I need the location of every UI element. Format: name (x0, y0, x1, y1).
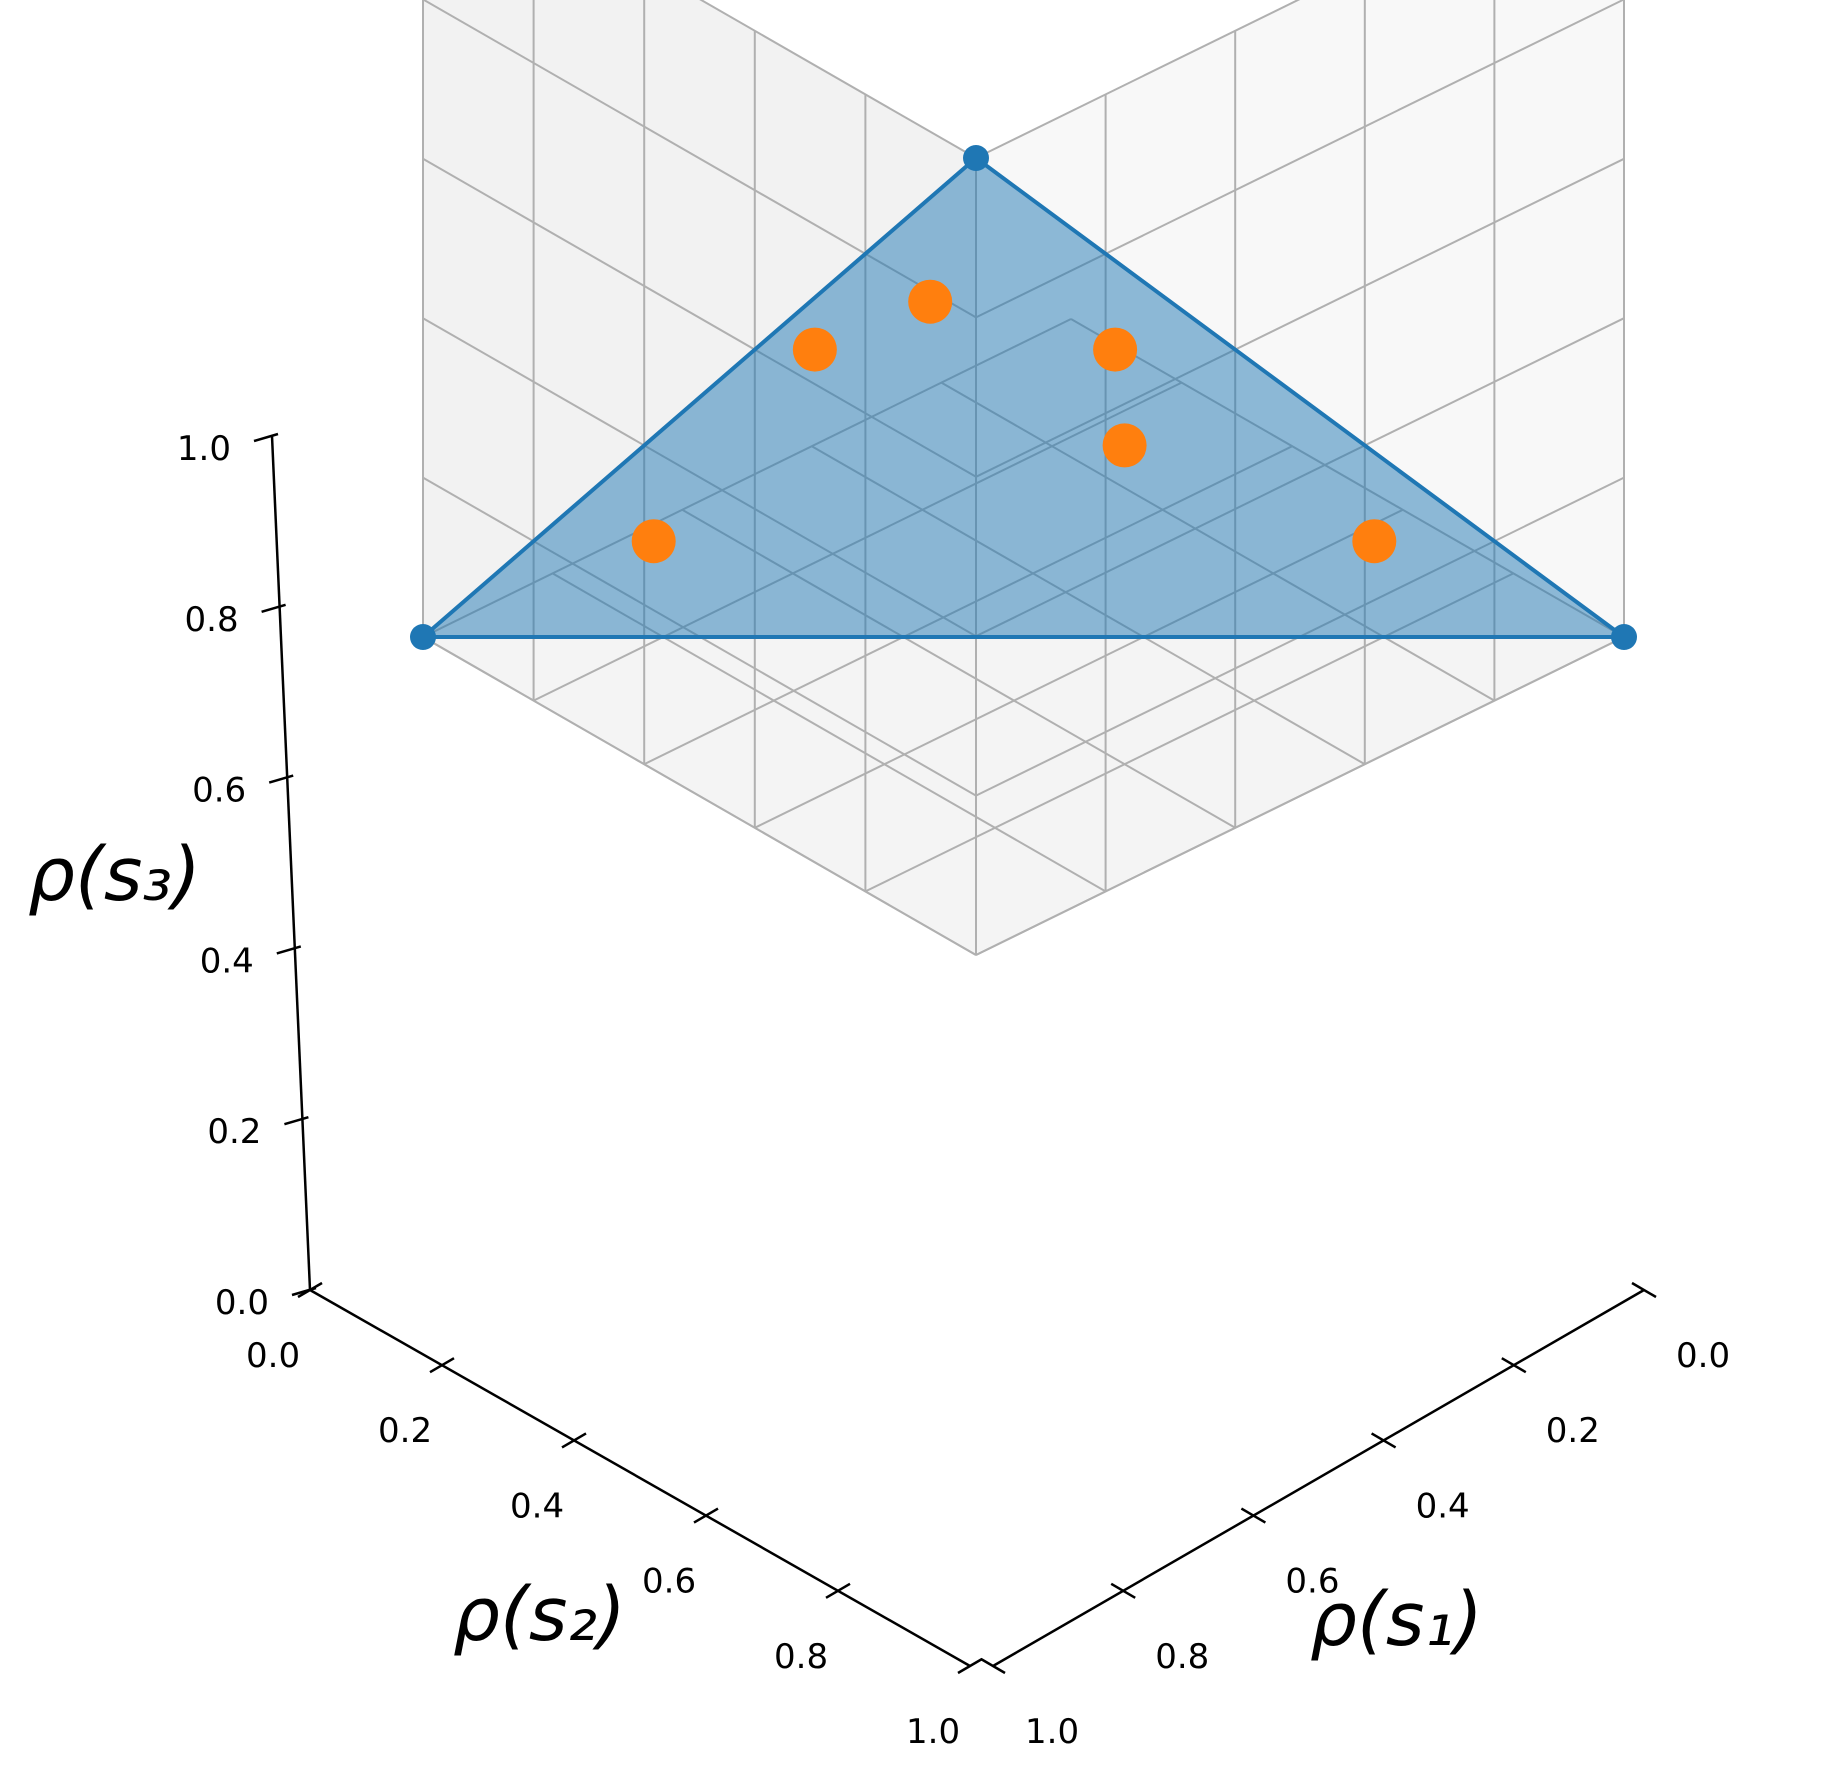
simplex-triangle (410, 145, 1637, 650)
z-axis-tick-label: 1.0 (177, 429, 231, 469)
z-axis-tick (261, 603, 286, 613)
y-axis-label: ρ(s₂) (453, 1572, 626, 1658)
simplex-vertex-marker (1611, 624, 1637, 650)
x-axis-tick-label: 0.8 (1155, 1637, 1209, 1677)
grid-line-right-horizontal (975, 0, 1301, 159)
z-axis-label-text: ρ(s₃) (28, 832, 201, 918)
x-axis-tick-label: 0.0 (1676, 1336, 1730, 1376)
x-axis-tick (1631, 1281, 1657, 1299)
simplex-face (423, 158, 1624, 637)
z-axis-tick (253, 432, 279, 443)
x-axis-tick-label: 0.4 (1416, 1486, 1470, 1526)
z-axis-line (270, 435, 312, 1291)
scatter-point (631, 519, 676, 564)
z-axis-tick-label: 0.2 (207, 1112, 261, 1152)
z-axis-tick (276, 945, 302, 955)
y-axis-tick (561, 1432, 587, 1449)
z-axis-tick (291, 1286, 317, 1297)
z-axis-tick (268, 774, 294, 784)
y-axis-tick-label: 0.6 (642, 1562, 696, 1602)
data-points (631, 279, 1397, 564)
simplex-vertex-marker (410, 624, 436, 650)
y-axis-tick-label: 0.4 (510, 1486, 564, 1526)
x-axis-label-text: ρ(s₁) (1310, 1577, 1483, 1663)
x-axis-tick-label: 1.0 (1025, 1712, 1079, 1752)
x-axis-tick-label: 0.2 (1546, 1411, 1600, 1451)
x-axis-tick-label: 0.6 (1285, 1562, 1339, 1602)
y-axis-tick-label: 0.0 (246, 1336, 300, 1376)
y-axis-tick-label: 1.0 (906, 1712, 960, 1752)
scatter-point (792, 327, 837, 372)
y-axis-label-text: ρ(s₂) (453, 1572, 626, 1658)
x-axis-tick (1240, 1507, 1267, 1524)
x-axis-tick (1370, 1432, 1397, 1449)
z-axis-tick (284, 1115, 309, 1126)
grid-line-left-horizontal (699, 0, 977, 159)
scatter-point (1352, 519, 1397, 564)
tick-labels: 0.0 0.2 0.4 0.6 0.8 1.0 0.0 0.2 0.4 0.6 0.8 1.0 0.0 0… (177, 429, 1730, 1752)
x-axis-line (992, 1288, 1645, 1668)
y-axis-tick-label: 0.8 (774, 1637, 828, 1677)
x-axis-tick (1501, 1357, 1527, 1374)
z-axis-label: ρ(s₃) (28, 832, 201, 918)
simplex-edges (421, 156, 1626, 639)
y-axis-line (309, 1288, 971, 1668)
x-axis-tick (980, 1657, 1006, 1675)
y-axis-tick (693, 1507, 719, 1524)
y-axis-tick-label: 0.2 (378, 1411, 432, 1451)
scatter-point (1093, 327, 1138, 372)
y-axis-tick (429, 1357, 455, 1374)
z-axis-tick-label: 0.4 (200, 941, 254, 981)
axis-lines (253, 432, 1657, 1675)
y-axis-tick (825, 1582, 851, 1599)
z-axis-tick-label: 0.6 (192, 771, 246, 811)
simplex-vertex-marker (963, 145, 989, 171)
grid-line-left-horizontal (422, 636, 977, 956)
z-axis-tick-label: 0.8 (185, 600, 239, 640)
x-axis-tick (1110, 1582, 1136, 1599)
y-axis-tick (957, 1657, 983, 1675)
grid-line-right-horizontal (975, 636, 1625, 956)
z-axis-tick-label: 0.0 (215, 1283, 269, 1323)
x-axis-label: ρ(s₁) (1310, 1577, 1483, 1663)
scatter-point (908, 279, 953, 324)
scatter-point (1102, 423, 1147, 468)
